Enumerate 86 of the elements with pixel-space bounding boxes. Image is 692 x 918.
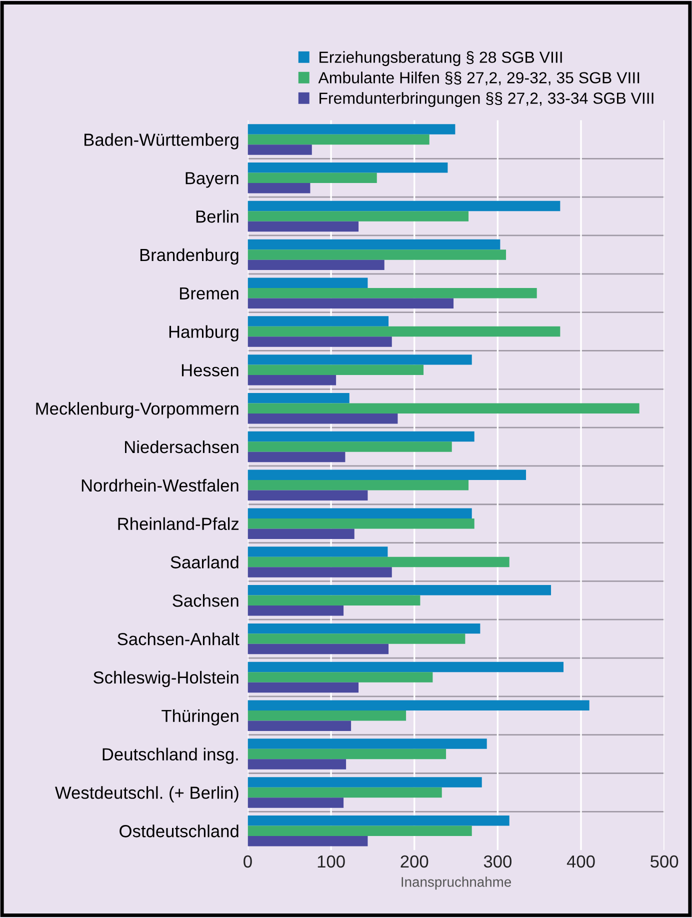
bar: [248, 375, 336, 386]
bar: [248, 644, 389, 654]
y-tick-label: Berlin: [196, 210, 238, 223]
bar: [248, 787, 442, 798]
bar: [248, 413, 398, 424]
bar: [248, 836, 368, 846]
bar: [248, 748, 446, 760]
bar: [248, 700, 590, 711]
bar: [248, 452, 346, 462]
bar: [248, 662, 564, 672]
bar: [248, 710, 406, 721]
bar: [248, 595, 420, 606]
x-tick-label: 100: [318, 855, 345, 868]
bar: [248, 172, 377, 183]
y-tick-label: Rheinland-Pfalz: [118, 517, 239, 530]
bar: [248, 528, 354, 539]
x-axis-title: Inanspruchnahme: [402, 876, 512, 890]
bar: [248, 508, 472, 518]
x-tick-label: 500: [650, 855, 678, 868]
bar: [248, 777, 482, 788]
bar: [248, 623, 480, 634]
y-tick-label: Bremen: [180, 287, 238, 300]
bar: [248, 403, 640, 414]
bar: [248, 556, 510, 568]
y-tick-label: Westdeutschl. (+ Berlin): [55, 786, 238, 802]
x-tick-label: 0: [244, 855, 252, 868]
bar: [248, 470, 526, 480]
bar: [248, 759, 346, 770]
x-tick-label: 400: [566, 855, 595, 868]
bar: [248, 221, 359, 232]
legend-label: Ambulante Hilfen §§ 27,2, 29-32, 35 SGB VIII: [318, 72, 640, 86]
bar: [248, 672, 433, 682]
bar: [248, 392, 350, 404]
y-tick-label: Brandenburg: [140, 248, 238, 265]
bar: [248, 634, 466, 644]
bar: [248, 124, 456, 134]
y-tick-label: Niedersachsen: [125, 440, 238, 454]
bar: [248, 144, 312, 155]
bar: [248, 518, 474, 529]
bar: [248, 134, 430, 145]
y-tick-label: Sachsen: [172, 594, 238, 607]
bar: [248, 200, 560, 212]
y-tick-label: Baden-Württemberg: [84, 133, 238, 150]
bar: [248, 182, 310, 194]
y-tick-label: Schleswig-Holstein: [94, 670, 238, 688]
bar: [248, 546, 388, 557]
legend-label: Fremdunterbringungen §§ 27,2, 33-34 SGB VIII: [320, 92, 654, 108]
y-tick-label: Mecklenburg-Vorpommern: [36, 402, 238, 418]
bar: [248, 606, 344, 616]
bar: [248, 585, 552, 596]
bar: [248, 354, 472, 365]
bar: [248, 239, 500, 250]
bar: [248, 364, 424, 376]
bar: [248, 162, 448, 173]
y-tick-label: Ostdeutschland: [120, 824, 238, 838]
bar: [248, 336, 392, 347]
bar: [248, 298, 454, 308]
bar: [248, 720, 352, 731]
y-tick-label: Hessen: [182, 364, 238, 376]
bar: [248, 442, 452, 452]
bar: [248, 682, 359, 693]
y-tick-label: Deutschland insg.: [102, 748, 238, 764]
bar: [248, 798, 344, 808]
bar: [248, 211, 469, 222]
y-tick-label: Bayern: [186, 172, 238, 188]
bar: [248, 326, 560, 337]
bar: [248, 260, 384, 270]
bar: [248, 816, 510, 826]
bar: [248, 316, 389, 326]
bar: [248, 490, 368, 501]
bar: [248, 826, 472, 836]
legend-label: Erziehungsberatung § 28 SGB VIII: [320, 51, 562, 66]
bar: [248, 278, 368, 288]
y-tick-label: Sachsen-Anhalt: [118, 632, 240, 646]
y-tick-label: Saarland: [170, 556, 238, 568]
bar: [248, 431, 474, 442]
bar: [248, 250, 506, 260]
y-tick-label: Nordrhein-Westfalen: [82, 478, 238, 492]
bar: [248, 480, 469, 490]
bar: [248, 288, 537, 298]
y-tick-label: Hamburg: [169, 325, 238, 342]
y-tick-label: Thüringen: [162, 709, 238, 726]
x-tick-label: 300: [484, 855, 512, 868]
bar: [248, 567, 392, 578]
bar: [248, 738, 487, 749]
x-tick-label: 200: [400, 855, 428, 868]
